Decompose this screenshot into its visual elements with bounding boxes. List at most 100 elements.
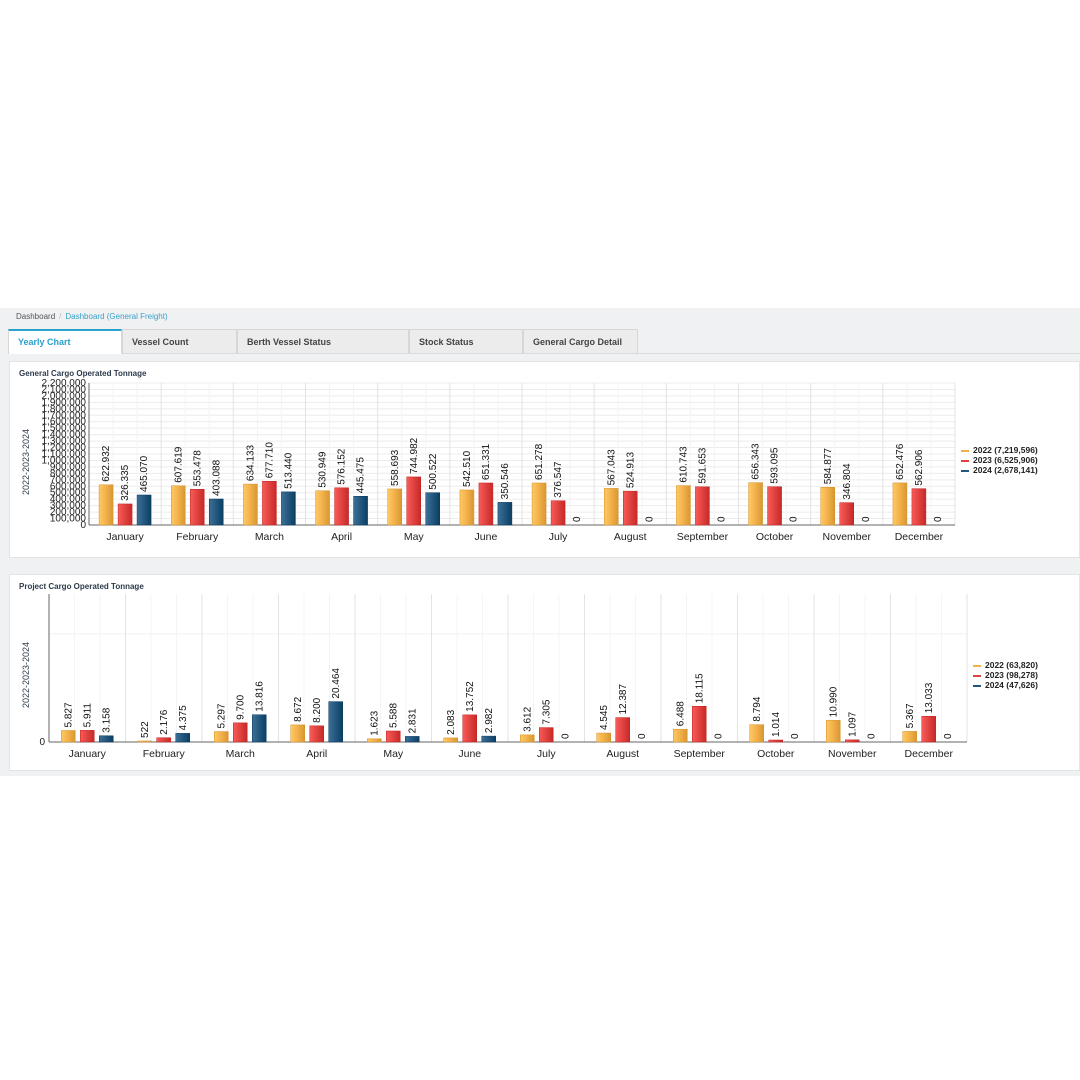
- project-cargo-chart-title: Project Cargo Operated Tonnage: [19, 582, 144, 591]
- x-tick-label: January: [106, 531, 144, 543]
- breadcrumb-separator: /: [59, 312, 62, 321]
- bar-2022-july: [531, 482, 547, 526]
- data-label: 465.070: [139, 455, 150, 492]
- data-label: 558.693: [390, 449, 401, 486]
- bar-2024-may: [425, 492, 440, 526]
- legend-label-2022: 2022 (7,219,596): [973, 445, 1038, 455]
- x-tick-label: December: [895, 531, 944, 543]
- data-label: 0: [861, 516, 872, 522]
- x-tick-label: February: [176, 531, 219, 543]
- legend-swatch-2024: [961, 469, 969, 472]
- bar-2022-april: [315, 490, 330, 526]
- y-tick-label: 900,000: [50, 462, 87, 473]
- bar-2024-may: [405, 736, 420, 743]
- bar-2024-april: [328, 701, 343, 743]
- project-cargo-panel: Project Cargo Operated Tonnage 0 2022-202…: [9, 574, 1080, 771]
- legend-item-2022[interactable]: 2022 (7,219,596): [961, 445, 1038, 455]
- data-label: 6.488: [675, 701, 686, 726]
- y-tick-label: 2,200,000: [42, 378, 87, 389]
- data-label: 0: [560, 733, 571, 739]
- general-cargo-chart-title: General Cargo Operated Tonnage: [19, 369, 147, 378]
- legend-item-2023[interactable]: 2023 (98,278): [973, 670, 1038, 680]
- tab-general-cargo-detail[interactable]: General Cargo Detail: [523, 329, 638, 353]
- bar-2024-march: [252, 714, 267, 743]
- bar-2023-january: [80, 730, 95, 743]
- y-tick-label: 1,900,000: [42, 397, 87, 408]
- bar-2023-november: [839, 502, 854, 526]
- bar-2022-november: [826, 720, 841, 743]
- y-tick-label: 600,000: [50, 481, 87, 492]
- data-label: 13.752: [465, 681, 476, 712]
- data-label: 652.476: [895, 443, 906, 480]
- y-tick-label: 300,000: [50, 501, 87, 512]
- x-tick-label: April: [331, 531, 352, 543]
- data-label: 326.335: [120, 464, 131, 501]
- y-tick-label: 1,400,000: [42, 430, 87, 441]
- data-label: 8.794: [752, 696, 763, 721]
- data-label: 8.200: [312, 697, 323, 722]
- data-label: 5.297: [216, 703, 227, 728]
- data-label: 651.331: [481, 443, 492, 480]
- tab-stock-status[interactable]: Stock Status: [409, 329, 523, 353]
- bar-2022-august: [604, 488, 619, 526]
- bar-2022-february: [171, 485, 186, 526]
- x-tick-label: June: [475, 531, 498, 543]
- y-tick-label: 0: [39, 737, 45, 748]
- x-tick-label: August: [606, 748, 639, 760]
- y-axis-title: 2022-2023-2024: [21, 642, 31, 708]
- bar-2023-may: [406, 476, 421, 526]
- legend-item-2024[interactable]: 2024 (47,626): [973, 680, 1038, 690]
- bar-2022-may: [387, 488, 402, 526]
- y-tick-label: 1,000,000: [42, 455, 87, 466]
- x-tick-label: November: [823, 531, 872, 543]
- bar-2023-january: [117, 503, 133, 526]
- bar-2024-february: [175, 733, 190, 743]
- bar-2023-february: [190, 489, 205, 526]
- y-tick-label: 1,800,000: [42, 404, 87, 415]
- y-tick-label: 500,000: [50, 488, 87, 499]
- data-label: 445.475: [356, 457, 367, 494]
- tab-yearly-chart[interactable]: Yearly Chart: [8, 329, 122, 354]
- x-tick-label: November: [828, 748, 877, 760]
- x-tick-label: August: [614, 531, 647, 543]
- data-label: 576.152: [337, 448, 348, 485]
- data-label: 403.088: [211, 459, 222, 496]
- bar-2022-september: [673, 728, 688, 743]
- data-label: 584.877: [823, 448, 834, 485]
- data-label: 4.545: [599, 705, 610, 730]
- bar-2023-march: [233, 722, 248, 743]
- x-tick-label: May: [383, 748, 404, 760]
- data-label: 13.033: [924, 682, 935, 713]
- bar-2022-august: [596, 732, 611, 743]
- legend-item-2024[interactable]: 2024 (2,678,141): [961, 465, 1038, 475]
- tab-vessel-count[interactable]: Vessel Count: [122, 329, 237, 353]
- legend-swatch-2023: [961, 459, 969, 462]
- data-label: 0: [644, 516, 655, 522]
- data-label: 562.906: [914, 449, 925, 486]
- data-label: 0: [933, 516, 944, 522]
- tab-berth-vessel-status[interactable]: Berth Vessel Status: [237, 329, 409, 353]
- bar-2023-august: [615, 717, 630, 743]
- bar-2023-may: [386, 730, 401, 743]
- x-tick-label: April: [306, 748, 327, 760]
- x-tick-label: February: [143, 748, 186, 760]
- y-tick-label: 1,100,000: [42, 449, 87, 460]
- bar-2023-september: [692, 706, 707, 743]
- bar-2022-june: [459, 489, 475, 526]
- legend-item-2022[interactable]: 2022 (63,820): [973, 660, 1038, 670]
- bar-2024-january: [99, 735, 114, 743]
- data-label: 591.653: [697, 447, 708, 484]
- data-label: 567.043: [606, 449, 617, 486]
- bar-2024-january: [136, 494, 152, 526]
- dashboard-app: Dashboard / Dashboard (General Freight) Ye…: [0, 308, 1080, 776]
- data-label: 1.623: [369, 710, 380, 735]
- bar-2024-june: [497, 502, 513, 526]
- bar-2023-august: [623, 490, 638, 526]
- data-label: 500.522: [428, 453, 439, 490]
- x-tick-label: March: [255, 531, 284, 543]
- breadcrumb-current[interactable]: Dashboard (General Freight): [65, 312, 168, 321]
- legend-item-2023[interactable]: 2023 (6,525,906): [961, 455, 1038, 465]
- breadcrumb-home-link[interactable]: Dashboard: [16, 312, 56, 321]
- bar-2022-december: [902, 731, 917, 743]
- y-tick-label: 100,000: [50, 514, 87, 525]
